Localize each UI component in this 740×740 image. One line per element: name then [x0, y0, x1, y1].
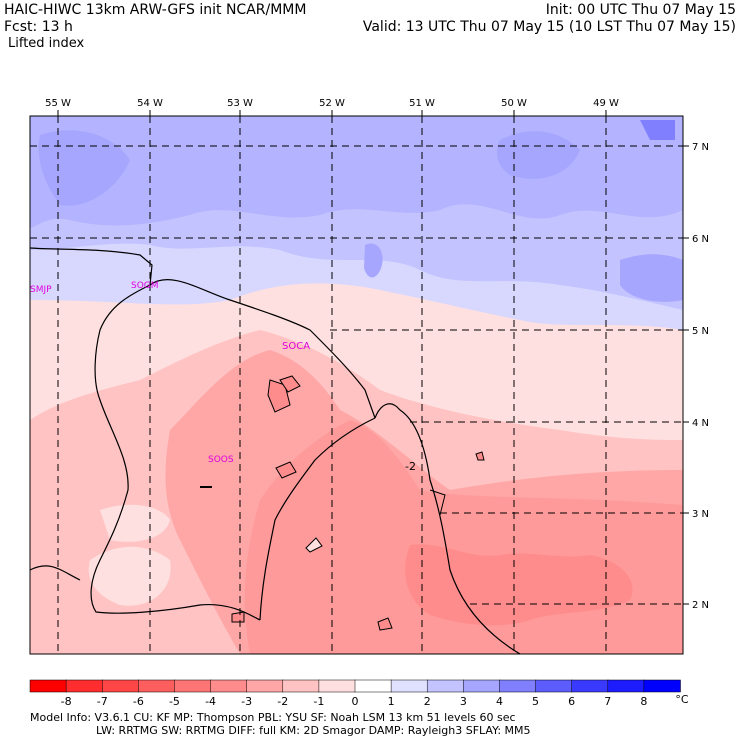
valid-time: Valid: 13 UTC Thu 07 May 15 (10 LST Thu … [362, 19, 736, 35]
colorbar [29, 679, 681, 693]
lat-label: 7 N [692, 142, 709, 153]
colorbar-tick-label: -4 [205, 695, 217, 708]
field-name: Lifted index [8, 36, 85, 51]
colorbar-tick-label: 0 [351, 695, 359, 708]
lon-label: 55 W [45, 98, 71, 109]
lat-label: 4 N [692, 418, 709, 429]
colorbar-swatch [282, 679, 320, 693]
colorbar-tick-label: 7 [604, 695, 612, 708]
colorbar-swatch [426, 679, 465, 693]
colorbar-swatch [101, 679, 140, 693]
lat-lon-grid [30, 116, 683, 654]
lon-label: 51 W [409, 98, 435, 109]
colorbar-tick-label: 4 [495, 695, 503, 708]
colorbar-tick-label: 5 [532, 695, 540, 708]
colorbar-tick-label: -2 [277, 695, 289, 708]
model-info-line2: LW: RRTMG SW: RRTMG DIFF: full KM: 2D Sm… [96, 724, 531, 737]
colorbar-tick-label: -1 [313, 695, 325, 708]
lat-label: 2 N [692, 600, 709, 611]
colorbar-swatch [390, 679, 428, 693]
colorbar-tick-label: -8 [60, 695, 72, 708]
colorbar-swatch [535, 679, 573, 693]
colorbar-swatch [643, 679, 681, 693]
lon-label: 54 W [137, 98, 163, 109]
station-label: SOCA [282, 341, 310, 352]
lat-label: 3 N [692, 509, 709, 520]
colorbar-tick-label: -3 [241, 695, 253, 708]
station-label: SMJP [30, 285, 52, 295]
colorbar-swatch [174, 679, 212, 693]
colorbar-swatch [607, 679, 645, 693]
colorbar-tick-label: 6 [568, 695, 576, 708]
colorbar-swatch [65, 679, 103, 693]
colorbar-swatch [138, 679, 176, 693]
lat-label: 5 N [692, 326, 709, 337]
forecast-hour: Fcst: 13 h [4, 19, 73, 35]
border-east [374, 403, 521, 654]
colorbar-swatch [354, 679, 392, 693]
plot-title: HAIC-HIWC 13km ARW-GFS init NCAR/MMM [4, 2, 307, 18]
shaded-field [30, 116, 683, 654]
colorbar-unit: °C [675, 693, 689, 706]
colorbar-swatch [499, 679, 537, 693]
colorbar-swatch [571, 679, 609, 693]
coastline-north [149, 279, 376, 419]
colorbar-swatch [463, 679, 501, 693]
lon-label: 52 W [319, 98, 345, 109]
colorbar-tick-label: 3 [459, 695, 467, 708]
model-info-line1: Model Info: V3.6.1 CU: KF MP: Thompson P… [30, 711, 516, 724]
colorbar-tick-label: -7 [96, 695, 108, 708]
contour-label: -2 [405, 460, 416, 473]
lon-label: 49 W [593, 98, 619, 109]
lon-label: 50 W [501, 98, 527, 109]
lat-label: 6 N [692, 234, 709, 245]
station-label: SOOS [208, 455, 234, 465]
colorbar-tick-label: 2 [423, 695, 431, 708]
lon-label: 53 W [227, 98, 253, 109]
border-south [259, 417, 376, 621]
colorbar-tick-label: -5 [168, 695, 180, 708]
map-frame [29, 115, 684, 655]
colorbar-tick-label: -6 [132, 695, 144, 708]
colorbar-swatch [246, 679, 284, 693]
station-label: SOGM [131, 281, 159, 291]
colorbar-tick-label: 1 [387, 695, 395, 708]
colorbar-swatch [29, 679, 67, 693]
init-time: Init: 00 UTC Thu 07 May 15 [545, 2, 736, 18]
colorbar-swatch [318, 679, 356, 693]
colorbar-tick-label: 8 [640, 695, 648, 708]
colorbar-swatch [210, 679, 248, 693]
